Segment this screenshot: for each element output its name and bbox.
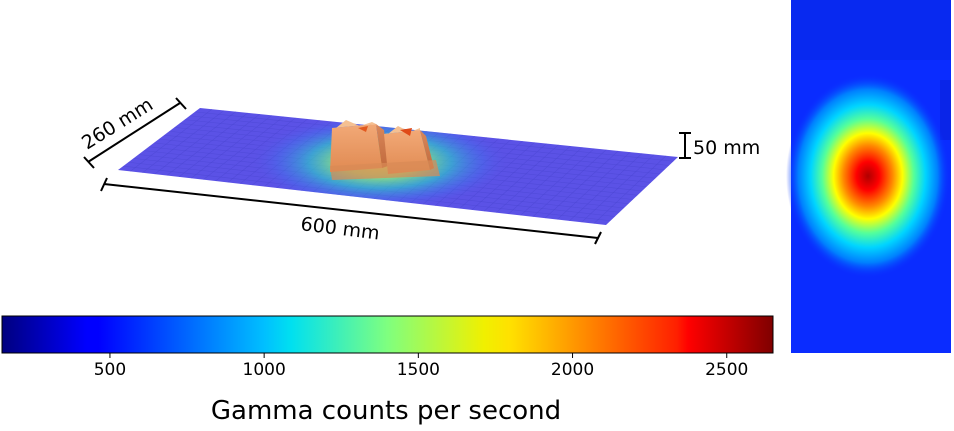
dimension-width: 600 mm: [100, 177, 602, 245]
colorbar-label: Gamma counts per second: [211, 396, 561, 426]
colorbar-tick-label: 2500: [705, 360, 748, 380]
width-label: 600 mm: [299, 213, 380, 245]
colorbar: 500 1000 1500 2000 2500 Gamma counts per sec…: [1, 315, 774, 426]
colorbar-ticks: 500 1000 1500 2000 2500: [94, 353, 748, 380]
colorbar-gradient: [1, 315, 774, 354]
heatmap-topview: [786, 0, 951, 353]
surface-peak: [330, 120, 440, 180]
height-label: 50 mm: [693, 137, 760, 159]
depth-label: 260 mm: [78, 94, 157, 155]
colorbar-tick-label: 1000: [243, 360, 286, 380]
colorbar-tick-label: 1500: [397, 360, 440, 380]
colorbar-tick-label: 500: [94, 360, 126, 380]
colorbar-tick-label: 2000: [551, 360, 594, 380]
surface-plot: [118, 108, 678, 225]
heatmap-hotspot: [786, 74, 950, 278]
dimension-height: 50 mm: [679, 132, 760, 159]
